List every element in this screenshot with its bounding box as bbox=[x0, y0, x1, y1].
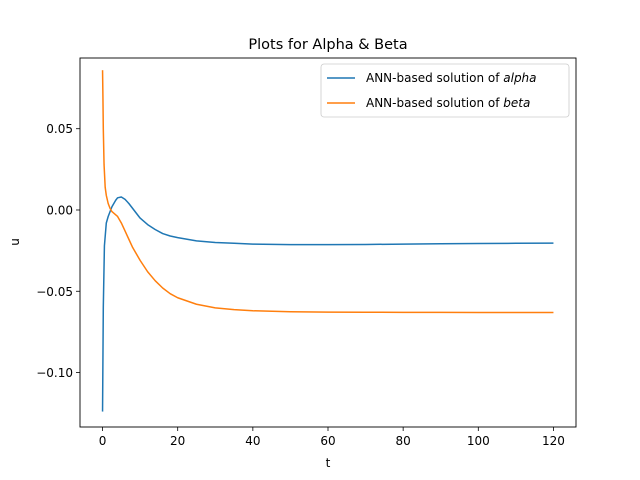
legend-label-beta: ANN-based solution of beta bbox=[366, 96, 530, 110]
legend-label-beta-math: beta bbox=[503, 96, 530, 110]
y-axis-ticks: 0.05 0.00 −0.05 −0.10 bbox=[36, 122, 80, 380]
y-tick-label: 0.05 bbox=[46, 122, 73, 136]
x-tick-label: 40 bbox=[245, 434, 260, 448]
series-line-beta bbox=[101, 70, 554, 314]
x-tick-label: 60 bbox=[320, 434, 335, 448]
legend: ANN-based solution of alpha ANN-based so… bbox=[320, 63, 570, 118]
x-tick-label: 20 bbox=[170, 434, 185, 448]
x-axis-label: t bbox=[326, 456, 331, 470]
x-tick-label: 0 bbox=[99, 434, 107, 448]
y-tick-label: −0.10 bbox=[36, 366, 73, 380]
legend-box bbox=[320, 63, 570, 118]
legend-label-alpha-prefix: ANN-based solution of bbox=[366, 71, 503, 85]
y-axis-label: u bbox=[8, 238, 22, 246]
y-tick-label: 0.00 bbox=[46, 203, 73, 217]
legend-label-alpha: ANN-based solution of alpha bbox=[366, 71, 537, 85]
plot-lines bbox=[101, 70, 554, 412]
chart-title: Plots for Alpha & Beta bbox=[248, 37, 407, 53]
legend-label-alpha-math: alpha bbox=[503, 71, 536, 85]
x-tick-label: 100 bbox=[467, 434, 490, 448]
legend-label-beta-prefix: ANN-based solution of bbox=[366, 96, 503, 110]
x-tick-label: 120 bbox=[542, 434, 565, 448]
x-tick-label: 80 bbox=[396, 434, 411, 448]
y-tick-label: −0.05 bbox=[36, 285, 73, 299]
x-axis-ticks: 0 20 40 60 80 100 120 bbox=[99, 427, 565, 448]
